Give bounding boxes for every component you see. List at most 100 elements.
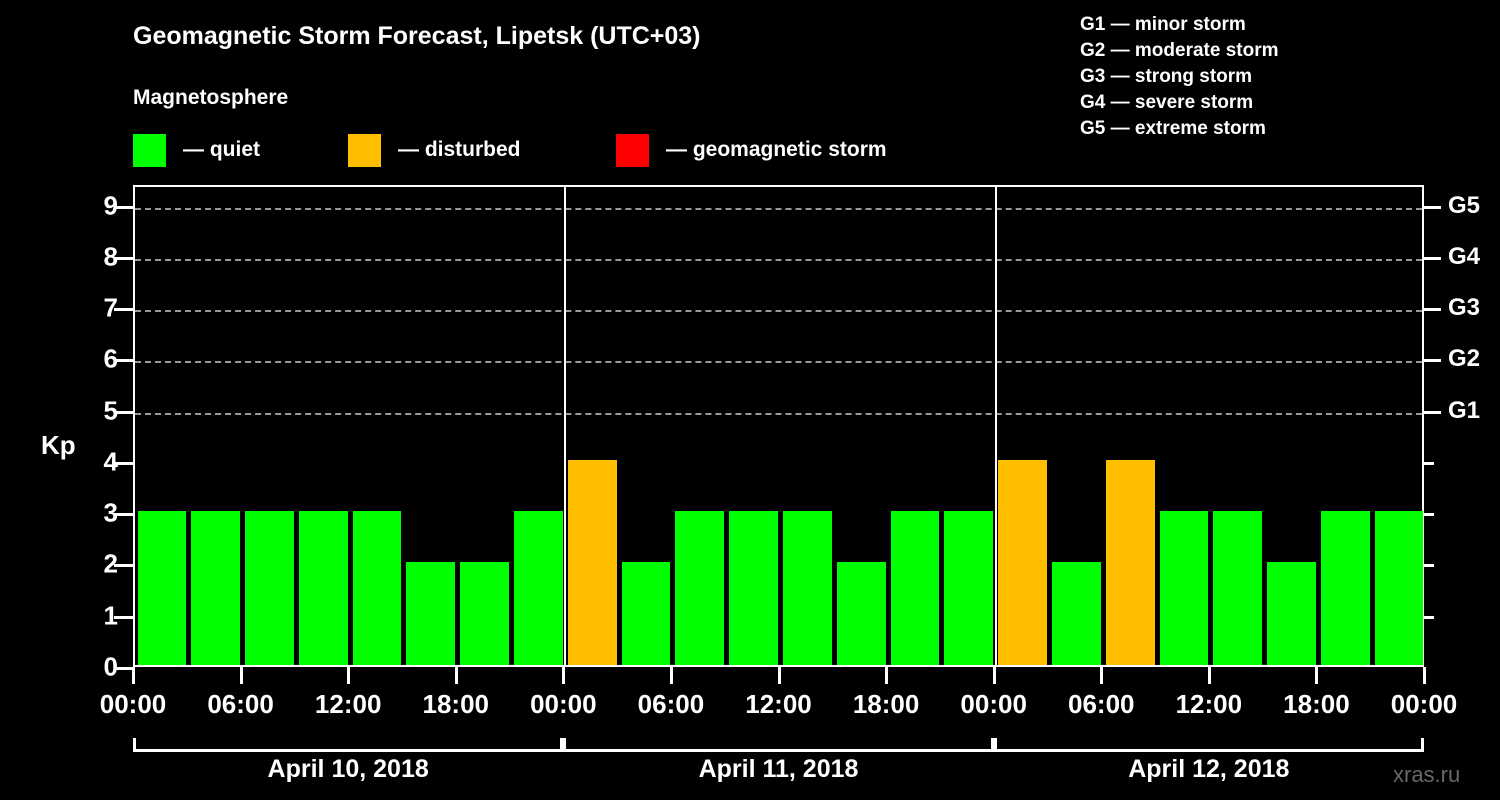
plot-area xyxy=(133,185,1424,667)
g-tick-label: G4 xyxy=(1448,242,1481,270)
x-tick-label: 00:00 xyxy=(530,689,597,719)
x-tick-mark xyxy=(1423,667,1426,684)
bar xyxy=(460,562,510,665)
y-tick-mark xyxy=(114,667,133,670)
bar xyxy=(1213,511,1263,665)
legend-label-quiet: — quiet xyxy=(183,138,260,161)
x-tick-label: 12:00 xyxy=(314,689,382,719)
legend-item-quiet: — quiet xyxy=(133,133,260,167)
day-separator xyxy=(564,187,567,665)
day-separator xyxy=(994,187,997,665)
g-tick-mark xyxy=(1424,205,1441,209)
x-tick-label: 18:00 xyxy=(422,689,490,719)
bar xyxy=(783,511,832,665)
bar xyxy=(836,562,886,665)
day-label: April 11, 2018 xyxy=(698,755,859,783)
bar xyxy=(298,511,348,665)
legend-label-storm: — geomagnetic storm xyxy=(666,138,887,161)
legend-item-disturbed: — disturbed xyxy=(348,133,521,167)
y-tick-mark xyxy=(114,410,133,414)
bar xyxy=(890,511,940,665)
x-tick-mark xyxy=(1315,667,1319,684)
x-tick-mark xyxy=(562,667,566,684)
y-tick-label: 8 xyxy=(103,241,118,272)
bar xyxy=(406,562,456,665)
g-minor-tick-mark xyxy=(1424,461,1434,465)
storm-scale-row: G5 — extreme storm xyxy=(1080,118,1266,139)
x-tick-label: 06:00 xyxy=(1068,689,1135,719)
y-tick-mark xyxy=(114,205,133,209)
bar xyxy=(621,562,671,665)
x-tick-mark xyxy=(239,667,243,684)
x-tick-label: 12:00 xyxy=(1175,689,1243,719)
bar xyxy=(352,511,402,665)
bar xyxy=(137,511,187,665)
gridline xyxy=(135,412,1422,415)
x-tick-mark xyxy=(1207,667,1211,684)
y-tick-mark xyxy=(114,564,133,568)
y-tick-label: 6 xyxy=(103,343,118,374)
g-tick-mark xyxy=(1424,410,1441,414)
day-bracket xyxy=(563,738,994,752)
bar xyxy=(245,511,294,665)
x-tick-mark xyxy=(347,667,351,684)
x-tick-mark xyxy=(885,667,889,684)
bar xyxy=(567,459,617,665)
y-tick-label: 7 xyxy=(103,292,118,323)
y-tick-label: 0 xyxy=(103,651,118,682)
legend-label-disturbed: — disturbed xyxy=(398,138,521,161)
x-tick-label: 00:00 xyxy=(1390,689,1458,719)
x-tick-mark xyxy=(777,667,781,684)
g-tick-mark xyxy=(1424,359,1441,363)
g-tick-label: G1 xyxy=(1448,396,1481,424)
y-tick-mark xyxy=(114,615,133,619)
y-tick-label: 1 xyxy=(103,600,118,631)
x-tick-label: 06:00 xyxy=(637,689,705,719)
g-tick-label: G3 xyxy=(1448,294,1481,322)
x-tick-mark xyxy=(992,667,996,684)
page-title: Geomagnetic Storm Forecast, Lipetsk (UTC… xyxy=(133,22,701,50)
x-tick-mark xyxy=(454,667,458,684)
g-tick-mark xyxy=(1424,256,1441,260)
gridline xyxy=(135,361,1422,364)
bar xyxy=(1267,562,1316,665)
plot-inner xyxy=(135,187,1424,665)
bar xyxy=(514,511,563,665)
bar xyxy=(675,511,725,665)
magnetosphere-heading: Magnetosphere xyxy=(133,86,289,109)
bar xyxy=(1105,459,1155,665)
y-tick-mark xyxy=(114,461,133,465)
y-tick-label: 4 xyxy=(103,446,118,477)
day-bracket xyxy=(993,738,1424,752)
x-tick-mark xyxy=(132,667,135,684)
storm-scale-row: G3 — strong storm xyxy=(1080,66,1253,87)
bar xyxy=(191,511,241,665)
bar xyxy=(1320,511,1370,665)
y-tick-mark xyxy=(114,308,133,312)
g-tick-label: G5 xyxy=(1448,191,1481,219)
x-tick-mark xyxy=(669,667,673,684)
legend-item-storm: — geomagnetic storm xyxy=(616,133,887,167)
x-tick-label: 12:00 xyxy=(745,689,812,719)
storm-scale-row: G2 — moderate storm xyxy=(1080,40,1279,61)
gridline xyxy=(135,207,1422,210)
bar xyxy=(998,459,1047,665)
red-swatch-icon xyxy=(616,133,649,167)
day-label: April 10, 2018 xyxy=(267,755,429,783)
y-tick-mark xyxy=(114,256,133,260)
g-minor-tick-mark xyxy=(1424,564,1434,568)
bar xyxy=(944,511,994,665)
x-tick-label: 18:00 xyxy=(852,689,920,719)
day-bracket xyxy=(133,738,564,752)
x-tick-label: 00:00 xyxy=(960,689,1027,719)
storm-scale-row: G1 — minor storm xyxy=(1080,14,1246,35)
y-axis-label: Kp xyxy=(41,430,76,460)
bar xyxy=(1051,562,1101,665)
watermark: xras.ru xyxy=(1393,762,1461,787)
y-tick-mark xyxy=(114,359,133,363)
y-tick-label: 9 xyxy=(103,190,118,220)
g-minor-tick-mark xyxy=(1424,513,1434,517)
storm-scale-row: G4 — severe storm xyxy=(1080,92,1254,113)
gridline xyxy=(135,258,1422,261)
